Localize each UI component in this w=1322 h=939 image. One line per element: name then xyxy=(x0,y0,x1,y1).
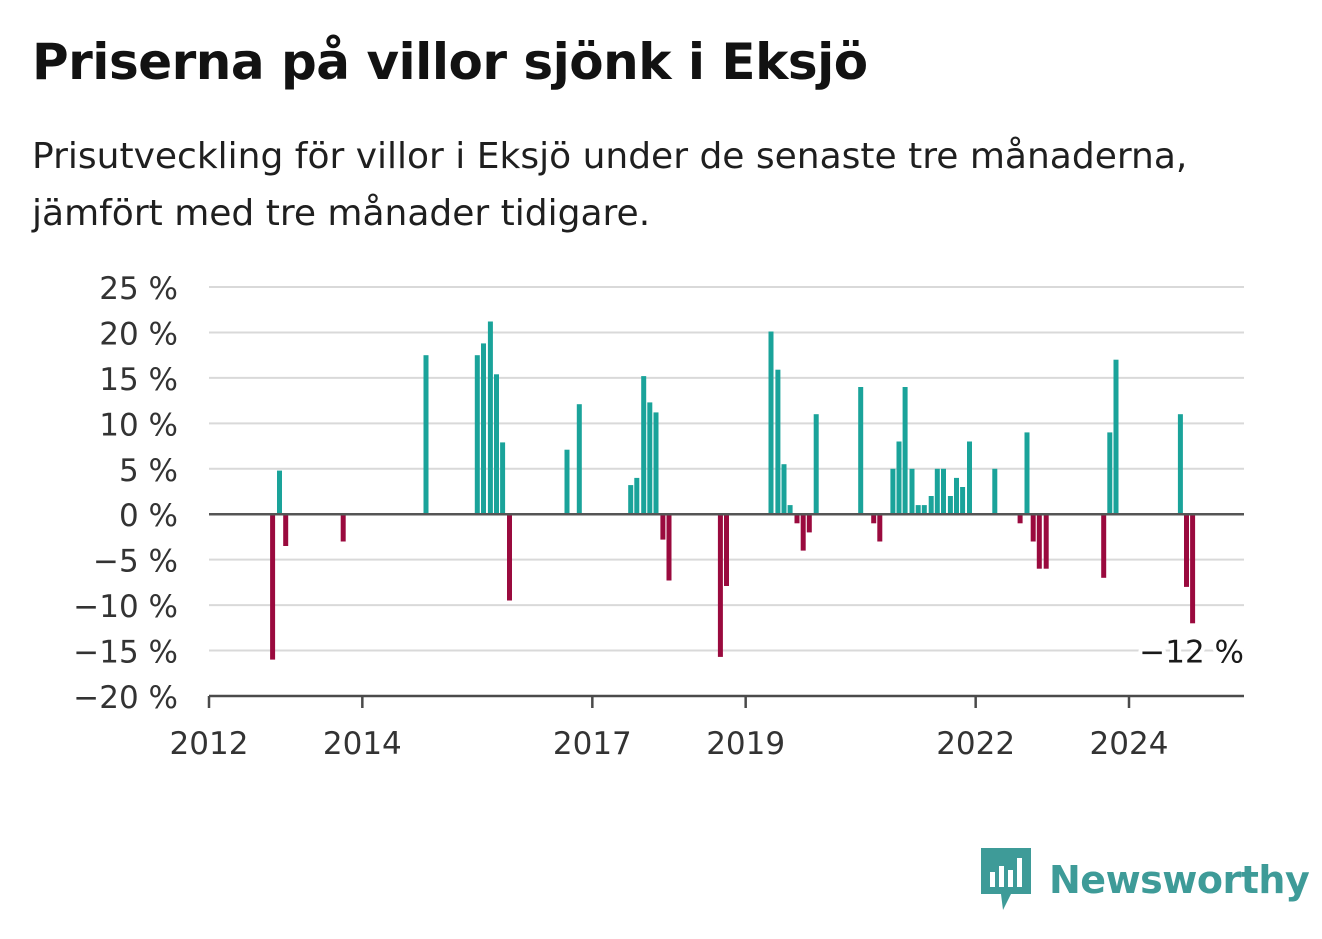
bar xyxy=(1101,514,1107,578)
x-tick-label: 2024 xyxy=(1090,726,1169,762)
y-tick-label: 5 % xyxy=(119,453,178,489)
bar xyxy=(628,485,634,515)
bar xyxy=(781,464,787,515)
bar xyxy=(934,468,940,515)
bars xyxy=(270,321,1196,660)
x-tick-label: 2012 xyxy=(170,726,249,762)
bar xyxy=(1177,414,1183,515)
y-tick-label: 15 % xyxy=(99,362,178,398)
bar xyxy=(877,514,883,542)
bar xyxy=(500,442,506,515)
grid-lines xyxy=(209,286,1244,652)
bar xyxy=(947,496,953,515)
y-tick-label: 0 % xyxy=(119,498,178,534)
x-tick-label: 2017 xyxy=(553,726,632,762)
bar xyxy=(954,477,959,515)
y-tick-label: −15 % xyxy=(73,635,178,671)
y-tick-label: −5 % xyxy=(93,544,178,580)
bar xyxy=(660,514,666,540)
bar-chart-speech-bubble-icon xyxy=(981,848,1031,910)
bar xyxy=(634,477,640,515)
bar xyxy=(1184,514,1189,587)
bar xyxy=(896,441,902,515)
bar xyxy=(724,514,729,586)
bar xyxy=(806,514,812,533)
bar xyxy=(564,449,570,515)
bar xyxy=(641,376,647,515)
bar xyxy=(647,402,653,515)
bar xyxy=(340,514,346,542)
y-tick-label: 20 % xyxy=(99,316,178,352)
bar xyxy=(717,514,723,657)
bar xyxy=(1190,514,1196,624)
bar xyxy=(775,369,781,515)
brand-name: Newsworthy xyxy=(1049,858,1310,902)
bar xyxy=(928,496,934,515)
bar xyxy=(960,487,966,515)
bar xyxy=(666,514,672,581)
x-tick-label: 2014 xyxy=(323,726,402,762)
bar xyxy=(813,414,819,515)
bar xyxy=(653,412,659,515)
bar xyxy=(423,355,429,515)
bar xyxy=(507,514,512,601)
axes xyxy=(207,512,1244,708)
bar xyxy=(1030,514,1036,542)
bar xyxy=(474,355,480,515)
x-tick-label: 2019 xyxy=(706,726,785,762)
bar xyxy=(270,514,276,660)
bar xyxy=(787,505,793,515)
labels: 25 % 20 % 15 % 10 % 5 % 0 % −5 % −10 % −15 % −20 … xyxy=(73,271,1248,762)
bar xyxy=(768,331,774,515)
y-tick-label: 25 % xyxy=(99,271,178,307)
chart-title: Priserna på villor sjönk i Eksjö xyxy=(32,33,868,91)
bar xyxy=(921,505,927,515)
bar xyxy=(277,470,282,515)
y-tick-label: −20 % xyxy=(73,680,178,716)
bar xyxy=(494,374,499,515)
y-tick-label: −10 % xyxy=(73,589,178,625)
chart-subtitle: Prisutveckling för villor i Eksjö under … xyxy=(32,136,1188,234)
bar xyxy=(909,468,915,515)
brand-logo: Newsworthy xyxy=(981,848,1310,912)
bar xyxy=(1024,432,1030,515)
y-tick-label: 10 % xyxy=(99,407,178,443)
bar xyxy=(1113,359,1119,515)
bar xyxy=(1107,432,1113,515)
last-value-halo: −12 % xyxy=(1139,635,1244,671)
bar xyxy=(902,387,908,515)
bar-chart: 25 % 20 % 15 % 10 % 5 % 0 % −5 % −10 % −15 % −20 … xyxy=(73,271,1248,762)
bar xyxy=(1043,514,1049,569)
bar xyxy=(1017,514,1023,524)
bar xyxy=(890,468,896,515)
bar xyxy=(858,387,864,515)
bar xyxy=(576,404,582,515)
bar xyxy=(800,514,806,551)
bar xyxy=(1036,514,1042,569)
bar xyxy=(967,441,972,515)
bar xyxy=(941,468,946,515)
bar xyxy=(487,321,493,515)
bar xyxy=(283,514,289,546)
bar xyxy=(871,514,877,524)
bar xyxy=(992,468,998,515)
x-tick-label: 2022 xyxy=(936,726,1015,762)
bar xyxy=(481,343,486,515)
bar xyxy=(915,505,921,515)
last-value-label: −12 % xyxy=(1139,635,1244,671)
bar xyxy=(794,514,800,524)
